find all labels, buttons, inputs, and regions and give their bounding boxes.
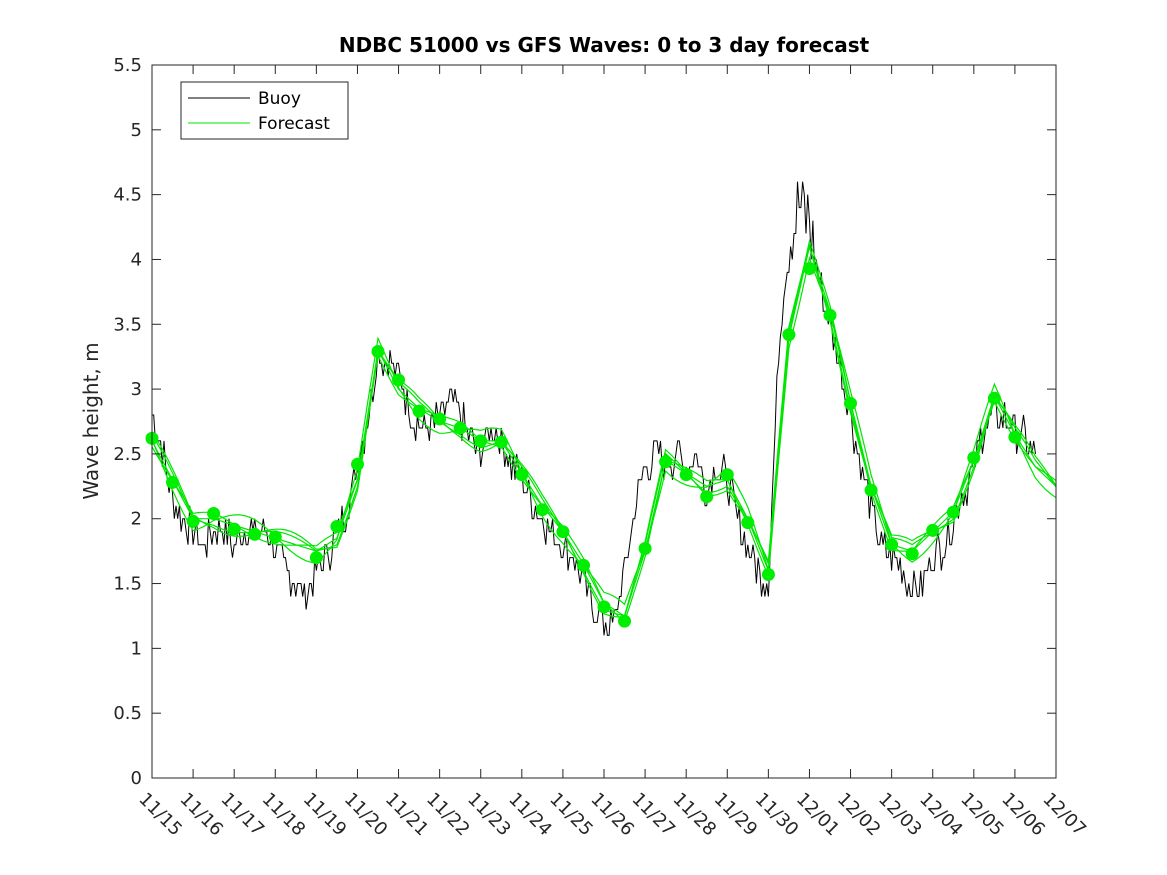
- forecast-marker: [412, 404, 426, 418]
- y-tick-label: 1: [131, 638, 142, 659]
- x-tick-label: 12/03: [874, 789, 926, 841]
- x-tick-label: 12/04: [915, 789, 967, 841]
- x-tick-label: 12/06: [997, 789, 1049, 841]
- x-tick-label: 11/22: [422, 789, 474, 841]
- forecast-marker: [597, 600, 611, 614]
- forecast-marker: [679, 468, 693, 482]
- y-tick-label: 0: [131, 768, 142, 789]
- x-tick-label: 11/17: [217, 789, 269, 841]
- forecast-marker: [823, 308, 837, 322]
- forecast-marker: [761, 568, 775, 581]
- forecast-marker: [741, 516, 755, 530]
- forecast-marker: [186, 514, 200, 528]
- forecast-line: [151, 255, 1057, 606]
- series-layer: [145, 181, 1057, 636]
- forecast-marker: [474, 434, 488, 448]
- forecast-marker: [248, 527, 262, 541]
- forecast-marker: [782, 328, 796, 342]
- x-tick-label: 12/05: [956, 789, 1008, 841]
- forecast-marker: [905, 547, 919, 561]
- y-tick-label: 0.5: [113, 703, 142, 724]
- forecast-marker: [556, 525, 570, 539]
- x-tick-label: 11/27: [628, 789, 680, 841]
- forecast-marker: [535, 503, 549, 517]
- forecast-marker: [392, 373, 405, 387]
- x-tick-label: 11/15: [134, 789, 186, 841]
- plot-area: [152, 65, 1056, 778]
- forecast-line: [151, 242, 1057, 619]
- x-tick-label: 11/23: [463, 789, 515, 841]
- forecast-marker: [864, 483, 878, 497]
- forecast-marker: [166, 475, 179, 489]
- x-tick-label: 11/18: [258, 789, 310, 841]
- forecast-marker: [618, 614, 631, 628]
- forecast-marker: [946, 505, 960, 519]
- y-tick-label: 3.5: [113, 314, 142, 335]
- forecast-marker: [309, 551, 323, 565]
- y-tick-label: 1.5: [113, 574, 142, 595]
- forecast-marker: [433, 412, 447, 426]
- forecast-marker: [351, 457, 364, 471]
- forecast-marker: [885, 538, 899, 552]
- forecast-marker: [494, 435, 508, 449]
- forecast-marker: [330, 520, 344, 533]
- forecast-marker: [967, 451, 981, 465]
- x-tick-label: 11/25: [545, 789, 597, 841]
- x-tick-label: 11/26: [586, 789, 638, 841]
- x-tick-label: 11/21: [381, 789, 433, 841]
- forecast-marker: [227, 522, 241, 536]
- forecast-marker: [577, 558, 590, 572]
- y-tick-label: 4.5: [113, 185, 142, 206]
- forecast-marker: [207, 507, 221, 520]
- forecast-marker: [659, 455, 673, 469]
- forecast-marker: [1008, 430, 1022, 444]
- forecast-marker: [844, 396, 857, 410]
- x-tick-label: 11/20: [340, 789, 392, 841]
- legend-box: [180, 81, 349, 140]
- y-tick-label: 3: [131, 379, 142, 400]
- x-tick-label: 11/19: [299, 789, 351, 841]
- forecast-marker: [926, 523, 940, 537]
- forecast-marker: [720, 468, 734, 482]
- y-tick-label: 4: [131, 249, 142, 270]
- y-tick-label: 5.5: [113, 55, 142, 76]
- forecast-marker: [371, 345, 385, 358]
- x-tick-label: 12/07: [1038, 789, 1090, 841]
- legend-buoy-label: Buoy: [258, 89, 301, 109]
- y-axis-label: Wave height, m: [79, 342, 103, 499]
- forecast-marker: [987, 391, 1001, 405]
- legend: Buoy Forecast: [180, 81, 349, 140]
- forecast-marker: [803, 262, 816, 275]
- x-tick-label: 11/28: [669, 789, 721, 841]
- x-tick-label: 12/01: [792, 789, 844, 841]
- y-tick-label: 2: [131, 509, 142, 530]
- legend-forecast-label: Forecast: [258, 114, 330, 134]
- x-tick-label: 11/30: [751, 789, 803, 841]
- forecast-marker: [453, 421, 467, 435]
- forecast-marker: [515, 468, 529, 482]
- forecast-marker: [268, 530, 282, 544]
- forecast-marker: [700, 490, 714, 504]
- x-tick-label: 11/24: [504, 789, 556, 841]
- x-tick-label: 12/02: [833, 789, 885, 841]
- chart-title: NDBC 51000 vs GFS Waves: 0 to 3 day fore…: [339, 33, 870, 57]
- buoy-line: [152, 181, 1036, 636]
- y-tick-label: 2.5: [113, 444, 142, 465]
- y-tick-label: 5: [131, 120, 142, 141]
- x-tick-label: 11/29: [710, 789, 762, 841]
- x-tick-label: 11/16: [176, 789, 228, 841]
- forecast-marker: [638, 542, 652, 555]
